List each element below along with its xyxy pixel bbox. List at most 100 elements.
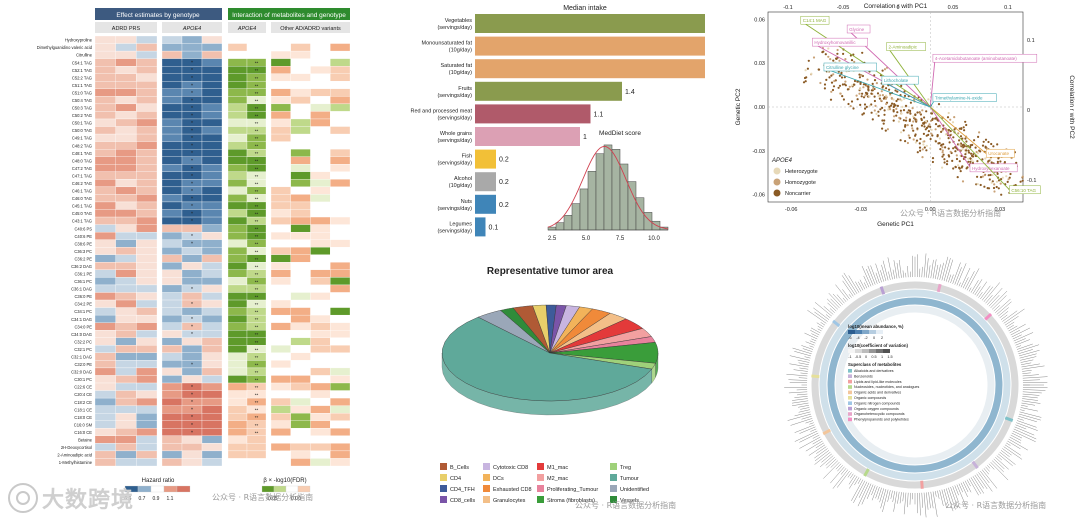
heatmap-cell — [228, 292, 247, 300]
significance-star: * — [191, 408, 193, 414]
significance-star: * — [191, 106, 193, 112]
scatter-point — [904, 140, 906, 142]
heatmap-cell — [116, 232, 137, 240]
heatmap-cell — [311, 81, 331, 89]
scatter-point — [964, 153, 966, 155]
bar-category-label: (servings/day) — [437, 161, 472, 167]
heatmap-cell — [162, 413, 182, 421]
heatmap-cell — [330, 428, 350, 436]
significance-star: * — [191, 68, 193, 74]
arrow-label: Hydroxyhomovanillic — [814, 40, 856, 45]
heatmap-cell — [271, 127, 291, 135]
scatter-point — [864, 103, 866, 105]
row-label: C50:3 TAG — [72, 106, 92, 111]
scatter-point — [908, 112, 910, 114]
heatmap-cell — [162, 428, 182, 436]
heatmap-cell — [116, 210, 137, 218]
scatter-point — [1020, 181, 1022, 183]
row-label: Citrulline — [76, 53, 93, 58]
circos-outer-bar — [891, 491, 893, 499]
circos-outer-bar — [1004, 309, 1025, 323]
heatmap-cell — [311, 225, 331, 233]
heatmap-cell — [162, 44, 182, 52]
heatmap-cell — [271, 398, 291, 406]
heatmap-cell — [330, 217, 350, 225]
heatmap-cell — [330, 247, 350, 255]
scatter-point — [964, 121, 966, 123]
heatmap-cell — [162, 421, 182, 429]
scatter-point — [905, 120, 907, 122]
circos-outer-bar — [864, 283, 867, 289]
significance-star: ** — [255, 332, 259, 337]
heatmap-cell — [116, 81, 137, 89]
heatmap-cell — [311, 436, 331, 444]
bar-category-label: (servings/day) — [437, 228, 472, 234]
bar — [475, 37, 705, 56]
scatter-point — [942, 143, 944, 145]
circos-outer-bar — [858, 483, 869, 506]
scatter-point — [931, 129, 933, 131]
scatter-point — [841, 76, 843, 78]
scatter-point — [830, 99, 832, 101]
scatter-point — [830, 91, 832, 93]
heatmap-cell — [116, 255, 137, 263]
circos-outer-bar — [849, 294, 851, 297]
heatmap-cell — [271, 391, 291, 399]
scatter-point — [883, 114, 885, 116]
scatter-point — [963, 129, 965, 131]
heatmap-cell — [311, 458, 331, 466]
scatter-point — [892, 98, 894, 100]
circos-outer-bar — [997, 302, 1012, 315]
heatmap-cell — [116, 157, 137, 165]
circos-legend-abundance-swatch — [869, 330, 876, 334]
scatter-point — [952, 167, 954, 169]
heatmap-cell — [330, 338, 350, 346]
scatter-point — [874, 96, 876, 98]
heatmap-cell — [162, 172, 182, 180]
row-label: C36:2 DAG — [71, 264, 92, 269]
heatmap-cell — [247, 436, 266, 444]
heatmap-cell — [330, 458, 350, 466]
bar-category-label: Nuts — [461, 199, 473, 205]
significance-star: * — [191, 362, 193, 368]
scatter-point — [952, 136, 954, 138]
circos-outer-bar — [992, 295, 1006, 309]
heatmap-cell — [202, 179, 222, 187]
circos-outer-bar — [1013, 431, 1036, 442]
circos-outer-bar — [794, 370, 808, 372]
row-label: C32:1 PC — [74, 347, 92, 352]
heatmap-cell — [95, 66, 116, 74]
biplot-y2label: Correlation r with PC2 — [1068, 75, 1075, 139]
circos-outer-bar — [926, 492, 928, 509]
significance-star: ** — [255, 106, 259, 111]
heatmap-cell — [330, 391, 350, 399]
heatmap-cell — [311, 210, 331, 218]
heatmap-cell — [202, 187, 222, 195]
heatmap-cell — [202, 164, 222, 172]
heatmap-cell — [271, 89, 291, 97]
scatter-point — [928, 130, 930, 132]
heatmap-cell — [202, 368, 222, 376]
circos-outer-bar — [786, 374, 807, 376]
heatmap-cell — [330, 187, 350, 195]
circos-outer-bar — [924, 493, 926, 518]
heatmap-cell — [162, 458, 182, 466]
heatmap-cell — [95, 323, 116, 331]
significance-star: ** — [255, 362, 259, 367]
heatmap-cell — [291, 74, 311, 82]
heatmap-cell — [291, 81, 311, 89]
circos-outer-bar — [821, 322, 825, 325]
circos-outer-bar — [1021, 405, 1028, 406]
heatmap-cell — [271, 157, 291, 165]
circos-outer-bar — [862, 484, 871, 505]
circos-outer-bar — [1013, 335, 1022, 339]
heatmap-cell — [116, 179, 137, 187]
heatmap-cell — [95, 74, 116, 82]
bar-category-label: Red and processed meat — [411, 108, 473, 114]
scatter-point — [839, 75, 841, 77]
heatmap-cell — [330, 66, 350, 74]
scatter-point — [960, 144, 962, 146]
heatmap-cell — [162, 179, 182, 187]
heatmap-cell — [116, 338, 137, 346]
row-label: C52:1 TAG — [72, 68, 92, 73]
